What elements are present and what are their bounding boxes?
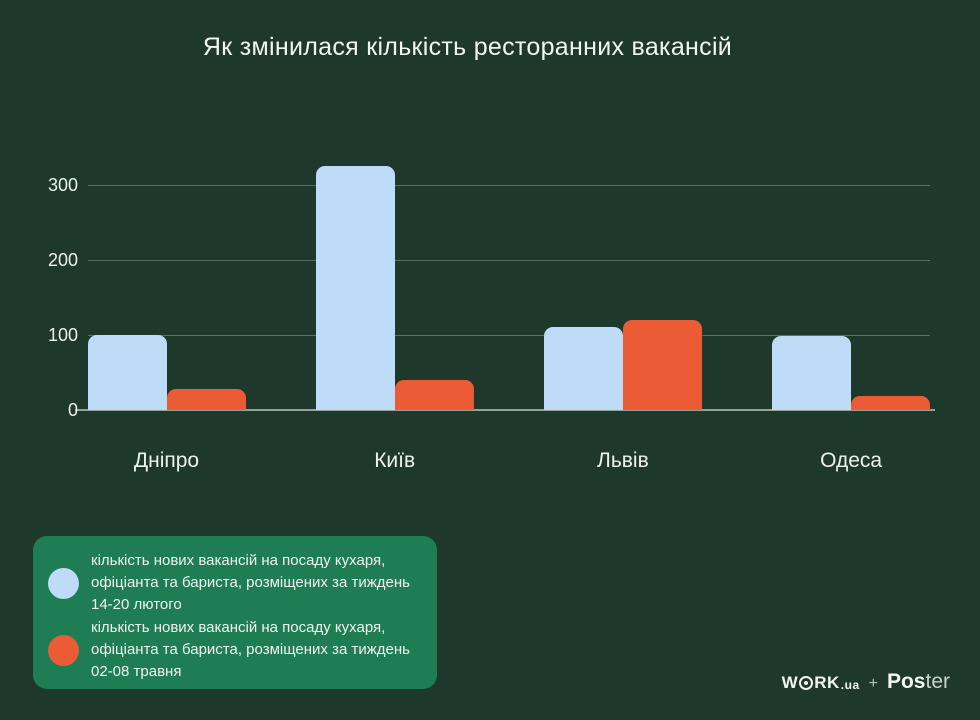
x-axis-label-Львів: Львів [597, 449, 649, 472]
legend-item-february: кількість нових вакансій на посаду кухар… [48, 550, 428, 616]
work-logo-ua-suffix: .ua [840, 678, 860, 692]
x-axis-label-Одеса: Одеса [820, 449, 883, 472]
bar-Дніпро-series1 [87, 335, 167, 410]
y-axis-tick-300: 300 [47, 175, 78, 195]
y-axis-tick-200: 200 [47, 250, 78, 270]
poster-logo-bold: Pos [886, 670, 926, 693]
y-axis-tick-100: 100 [47, 325, 78, 345]
gridline-100 [88, 334, 930, 336]
footer-logos: W RK .ua + Poster [782, 670, 950, 694]
legend-swatch [48, 634, 79, 666]
work-logo-o-icon [799, 676, 814, 690]
bar-Київ-series2 [394, 380, 474, 410]
work-ua-logo: W RK .ua [782, 673, 860, 693]
bar-Дніпро-series2 [166, 389, 246, 410]
gridline-200 [88, 259, 930, 261]
gridline-300 [88, 184, 930, 186]
poster-logo: Poster [887, 670, 950, 694]
poster-logo-light: ter [925, 670, 950, 693]
chart-title: Як змінилася кількість ресторанних вакан… [202, 33, 733, 61]
x-axis-label-Дніпро: Дніпро [133, 449, 200, 472]
legend-item-label: кількість нових вакансій на посаду кухар… [91, 552, 410, 613]
bar-Одеса-series2 [851, 396, 931, 410]
bar-Київ-series1 [315, 166, 395, 410]
y-axis-tick-0: 0 [67, 400, 78, 420]
x-axis-label-Київ: Київ [374, 449, 416, 472]
bar-Львів-series1 [543, 327, 623, 410]
work-logo-text-w: W [781, 673, 799, 692]
plus-separator: + [868, 675, 878, 692]
legend-item-may: кількість нових вакансій на посаду кухар… [48, 617, 428, 683]
legend-item-label: кількість нових вакансій на посаду кухар… [91, 619, 410, 680]
x-axis-line [75, 409, 935, 411]
bar-Львів-series2 [622, 320, 702, 410]
legend-swatch [48, 567, 79, 599]
work-logo-text-rk: RK [814, 673, 840, 692]
bar-Одеса-series1 [772, 336, 852, 410]
legend: кількість нових вакансій на посаду кухар… [33, 536, 437, 689]
